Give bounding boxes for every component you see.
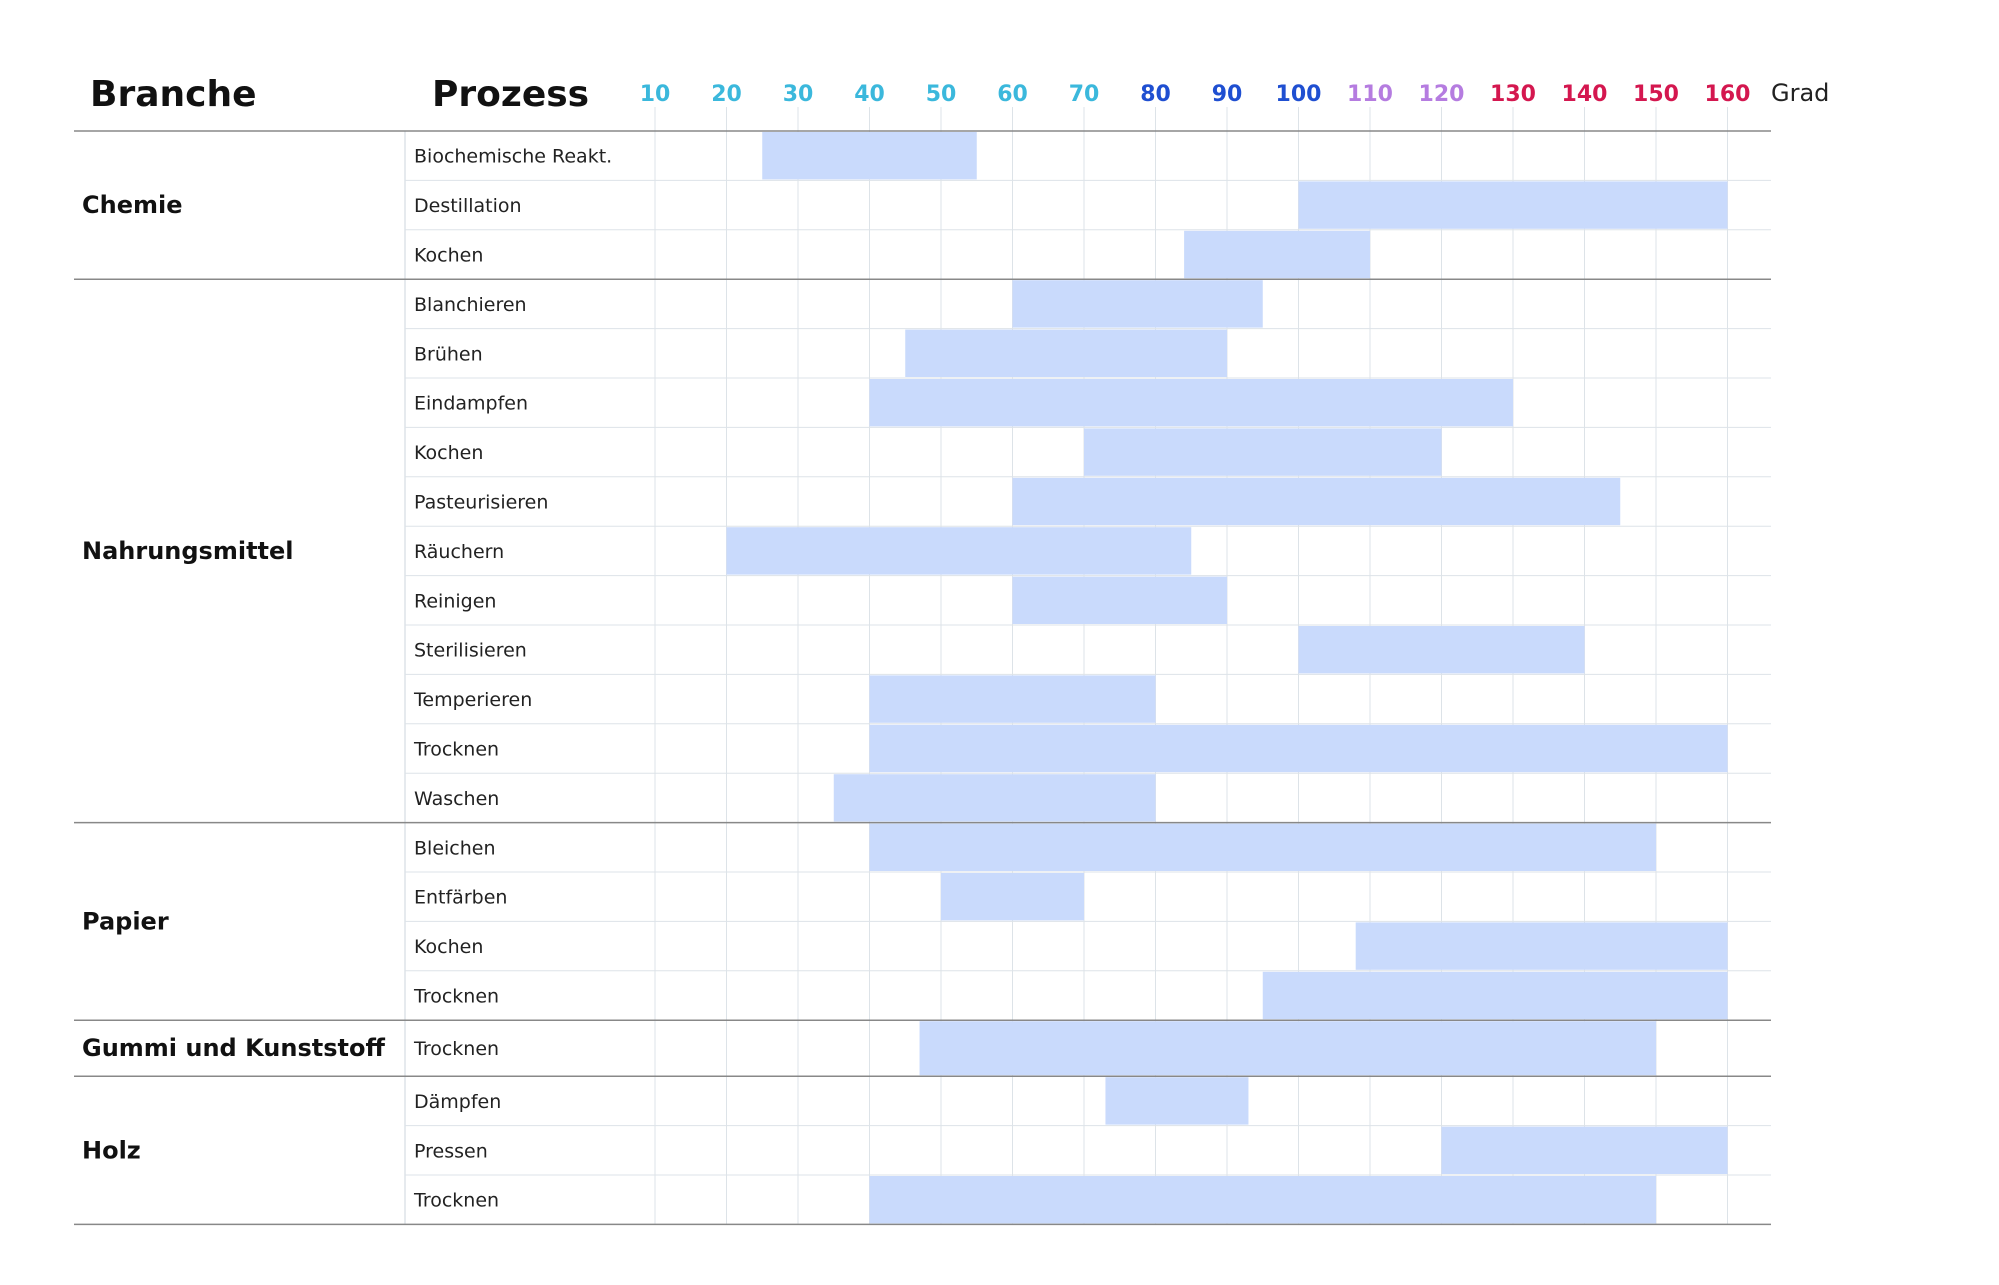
branch-label: Papier [82,907,169,935]
x-tick-label: 110 [1347,82,1393,107]
process-label: Entfärben [414,887,507,909]
x-tick-label: 30 [783,82,814,107]
branch-label: Nahrungsmittel [82,537,294,565]
process-label: Pasteurisieren [414,492,548,514]
process-label: Temperieren [413,689,532,711]
process-label: Biochemische Reakt. [414,146,612,168]
process-column-header: Prozess [432,74,589,115]
x-tick-label: 150 [1633,82,1679,107]
range-bar [1012,280,1263,328]
range-bar [869,675,1156,723]
process-label: Pressen [414,1140,488,1162]
range-bar [833,774,1156,822]
labels: Branche Prozess Grad 10 20 30 40 50 60 70 80 90 1… [82,74,1829,1212]
range-bar [1084,428,1442,476]
x-tick-label: 100 [1276,82,1322,107]
x-tick-label: 160 [1705,82,1751,107]
process-label: Kochen [414,245,483,267]
range-bar [762,132,977,180]
range-bar [905,329,1227,377]
process-label: Kochen [414,936,483,958]
range-bar [726,527,1192,575]
range-bar [1441,1126,1728,1174]
process-label: Räuchern [414,541,504,563]
x-tick-label: 20 [711,82,742,107]
range-bar [1105,1077,1249,1125]
x-tick-label: 60 [997,82,1028,107]
x-tick-label: 50 [926,82,957,107]
range-bar [1262,971,1728,1020]
unit-label: Grad [1771,79,1829,107]
range-bar [869,1176,1656,1224]
range-bar [941,873,1084,921]
row-dividers [74,130,1771,1226]
process-label: Dämpfen [414,1091,501,1113]
range-bar [1012,576,1227,624]
x-tick-label: 80 [1140,82,1171,107]
process-label: Kochen [414,442,483,464]
range-bar [1355,922,1728,970]
x-tick-label: 130 [1490,82,1536,107]
branch-column-header: Branche [90,74,257,115]
process-label: Sterilisieren [414,640,527,662]
range-bars [726,132,1728,1224]
range-bar [869,823,1656,871]
process-label: Destillation [414,195,522,217]
process-label: Eindampfen [414,393,528,415]
range-bar [1012,477,1621,526]
range-bar [919,1021,1656,1076]
process-label: Trocknen [413,986,499,1008]
branch-label: Holz [82,1136,141,1164]
range-bar [1298,181,1728,229]
range-bar [869,724,1728,773]
process-label: Reinigen [414,590,496,612]
range-bar [1298,626,1585,674]
process-label: Blanchieren [414,294,527,316]
branch-label: Gummi und Kunststoff [82,1034,385,1062]
x-tick-label: 140 [1562,82,1608,107]
x-tick-label: 70 [1069,82,1100,107]
x-tick-label: 120 [1419,82,1465,107]
process-label: Waschen [414,788,499,810]
process-label: Trocknen [413,1190,499,1212]
process-label: Brühen [414,343,483,365]
process-label: Trocknen [413,739,499,761]
x-tick-label: 40 [854,82,885,107]
process-label: Trocknen [413,1038,499,1060]
branch-label: Chemie [82,191,183,219]
range-bar [1184,230,1370,279]
range-bar [869,379,1513,427]
x-tick-label: 10 [640,82,671,107]
process-label: Bleichen [414,837,496,859]
x-tick-label: 90 [1212,82,1243,107]
